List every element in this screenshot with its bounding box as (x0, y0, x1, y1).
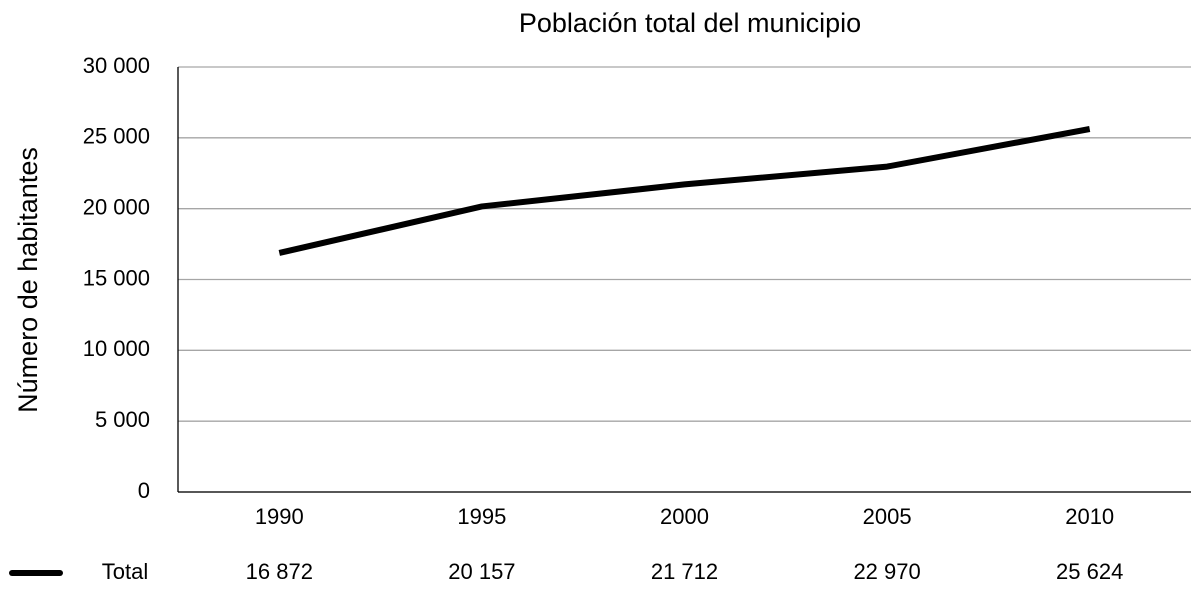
x-tick-label: 1990 (255, 504, 304, 529)
y-tick-label: 5 000 (95, 407, 150, 432)
y-tick-label: 10 000 (83, 336, 150, 361)
y-tick-label: 0 (138, 478, 150, 503)
y-tick-label: 25 000 (83, 124, 150, 149)
data-line (278, 126, 1091, 256)
y-tick-label: 15 000 (83, 265, 150, 290)
legend-label: Total (102, 559, 148, 584)
table-value: 22 970 (853, 559, 920, 584)
table-value: 16 872 (246, 559, 313, 584)
table-value: 20 157 (448, 559, 515, 584)
x-tick-label: 2005 (863, 504, 912, 529)
x-tick-label: 2000 (660, 504, 709, 529)
table-value: 25 624 (1056, 559, 1123, 584)
chart-title: Población total del municipio (519, 8, 861, 38)
y-tick-label: 20 000 (83, 194, 150, 219)
y-tick-label: 30 000 (83, 53, 150, 78)
table-value: 21 712 (651, 559, 718, 584)
x-tick-label: 2010 (1065, 504, 1114, 529)
x-tick-label: 1995 (457, 504, 506, 529)
y-axis-label: Número de habitantes (13, 147, 43, 413)
